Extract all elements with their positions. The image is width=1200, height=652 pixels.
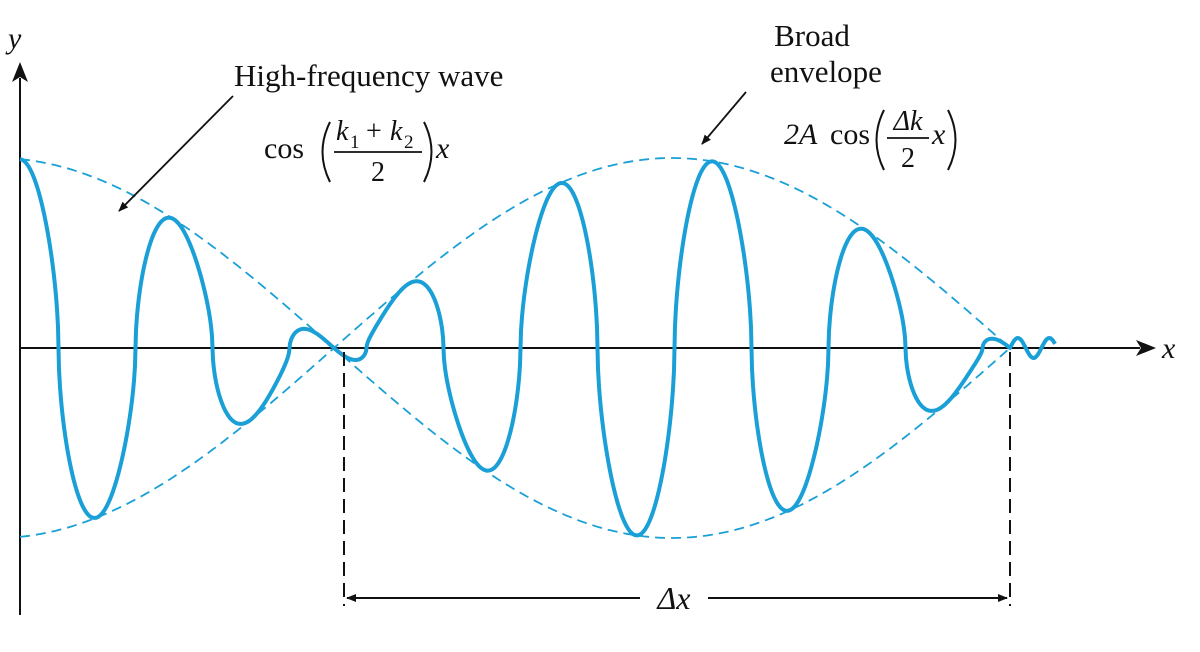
carrier-formula-plus: +	[366, 116, 382, 147]
x-axis-label: x	[1161, 332, 1176, 365]
envelope-formula-x: x	[931, 118, 946, 151]
y-axis-label: y	[5, 22, 22, 55]
envelope-formula-denominator: 2	[901, 143, 915, 174]
envelope-formula-left-paren	[875, 109, 885, 171]
broad-envelope-label-line1: Broad	[774, 18, 850, 53]
y-axis-arrowhead	[12, 62, 28, 82]
carrier-formula: cos k 1 + k 2 2 x	[264, 116, 450, 188]
envelope-group	[19, 157, 1011, 539]
carrier-formula-left-paren	[321, 121, 331, 183]
broad-envelope-pointer	[701, 91, 747, 145]
broad-envelope-label-line2: envelope	[770, 54, 882, 89]
envelope-formula-numerator: Δk	[893, 106, 923, 137]
wave-group	[19, 157, 1057, 538]
envelope-upper	[19, 158, 1011, 539]
envelope-formula: 2A cos Δk 2 x	[784, 106, 957, 174]
carrier-formula-k2: k	[390, 116, 403, 147]
carrier-formula-x: x	[435, 132, 450, 165]
x-axis-arrowhead	[1136, 340, 1156, 356]
carrier-formula-cos: cos	[264, 132, 304, 165]
carrier-formula-right-paren	[423, 121, 433, 183]
carrier-formula-sub1: 1	[350, 132, 360, 153]
envelope-lower	[19, 157, 1011, 538]
carrier-formula-sub2: 2	[404, 132, 414, 153]
delta-x-label: Δx	[656, 580, 691, 616]
envelope-formula-prefix: 2A	[784, 118, 818, 151]
envelope-formula-right-paren	[947, 109, 957, 171]
high-frequency-wave-label: High-frequency wave	[234, 58, 503, 93]
carrier-formula-k1: k	[336, 116, 349, 147]
envelope-formula-cos: cos	[830, 118, 870, 151]
high-frequency-wave-pointer	[118, 95, 234, 212]
carrier-formula-denominator: 2	[371, 157, 385, 188]
high-frequency-wave	[19, 157, 1057, 538]
